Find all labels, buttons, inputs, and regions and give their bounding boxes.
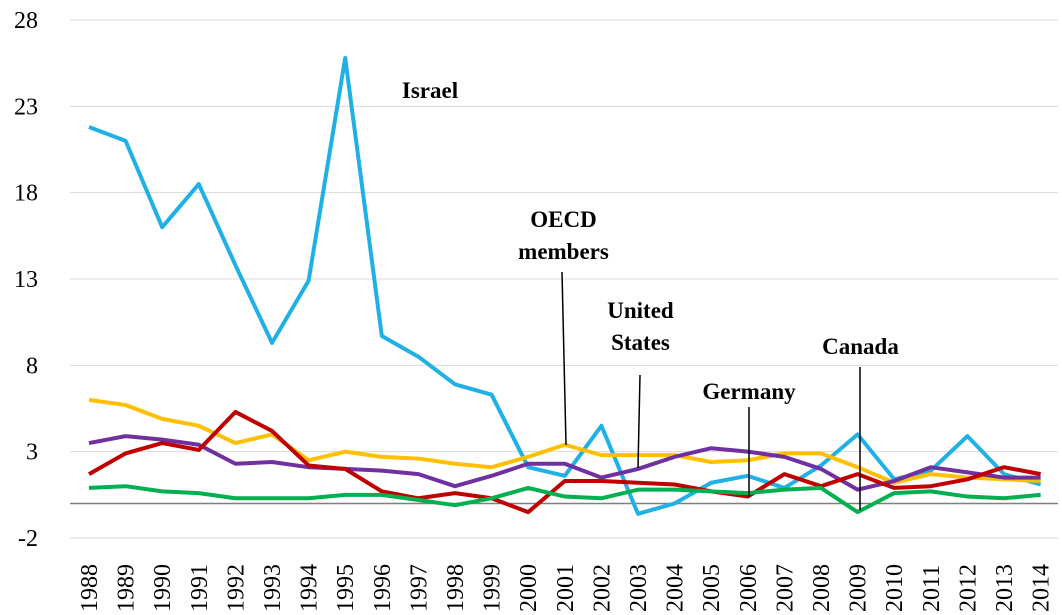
series-annotation: United States bbox=[607, 298, 674, 355]
series-annotation: Israel bbox=[401, 78, 459, 103]
x-tick-label: 2002 bbox=[589, 564, 615, 612]
x-tick-label: 2006 bbox=[736, 564, 762, 612]
y-tick-label: 8 bbox=[26, 353, 38, 379]
x-tick-label: 2012 bbox=[955, 564, 981, 612]
x-tick-label: 1990 bbox=[150, 564, 176, 612]
x-tick-label: 2008 bbox=[809, 564, 835, 612]
y-tick-label: 3 bbox=[26, 440, 38, 466]
x-tick-label: 2014 bbox=[1029, 564, 1055, 612]
series-annotation: Germany bbox=[702, 379, 796, 404]
y-tick-label: 28 bbox=[14, 8, 38, 34]
x-tick-label: 2003 bbox=[626, 564, 652, 612]
x-tick-label: 1993 bbox=[260, 564, 286, 612]
series-line bbox=[88, 397, 1041, 485]
x-tick-label: 1999 bbox=[480, 564, 506, 612]
x-tick-label: 2009 bbox=[846, 564, 872, 612]
x-tick-label: 1998 bbox=[443, 564, 469, 612]
annotation-pointer bbox=[637, 374, 641, 469]
x-tick-label: 2007 bbox=[772, 564, 798, 612]
x-tick-label: 1994 bbox=[297, 564, 323, 612]
series-annotation: Canada bbox=[822, 334, 899, 359]
x-tick-label: 1992 bbox=[223, 564, 249, 612]
x-tick-label: 2001 bbox=[553, 564, 579, 612]
x-tick-label: 1995 bbox=[333, 564, 359, 612]
x-tick-label: 1991 bbox=[187, 564, 213, 612]
x-tick-label: 2000 bbox=[516, 564, 542, 612]
x-tick-label: 2004 bbox=[663, 564, 689, 612]
x-tick-label: 1996 bbox=[370, 564, 396, 612]
y-tick-label: -2 bbox=[18, 526, 38, 552]
y-tick-label: 13 bbox=[14, 267, 38, 293]
x-tick-label: 1988 bbox=[77, 564, 103, 612]
x-tick-label: 1997 bbox=[406, 564, 432, 612]
x-tick-label: 2005 bbox=[699, 564, 725, 612]
y-tick-label: 23 bbox=[14, 94, 38, 120]
series-line bbox=[88, 409, 1041, 515]
y-tick-label: 18 bbox=[14, 181, 38, 207]
x-tick-label: 2010 bbox=[882, 564, 908, 612]
series-annotation: OECD members bbox=[518, 207, 609, 264]
annotation-pointer bbox=[561, 271, 567, 446]
x-tick-label: 2013 bbox=[992, 564, 1018, 612]
series-line bbox=[88, 484, 1041, 515]
series-line bbox=[88, 55, 1042, 516]
x-tick-label: 2011 bbox=[919, 565, 945, 612]
x-tick-label: 1989 bbox=[114, 564, 140, 612]
